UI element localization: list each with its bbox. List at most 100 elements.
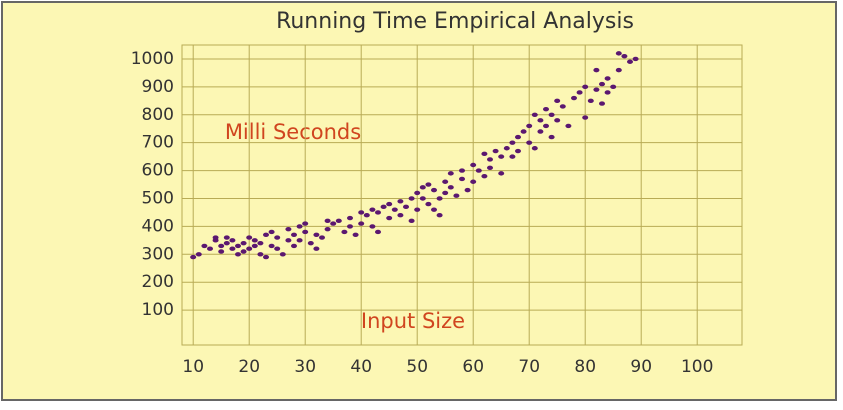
data-point	[531, 112, 538, 117]
data-point	[531, 146, 538, 151]
y-tick-label: 700	[142, 133, 174, 153]
data-point	[526, 123, 533, 129]
data-point	[419, 196, 426, 201]
data-point	[515, 134, 521, 140]
data-point	[554, 118, 561, 123]
data-point	[285, 226, 292, 232]
data-point	[296, 224, 303, 229]
data-point	[195, 252, 202, 257]
data-point	[274, 246, 281, 251]
data-point	[548, 112, 555, 117]
data-point	[431, 207, 437, 212]
data-point	[515, 148, 521, 154]
data-point	[363, 213, 370, 218]
data-point	[571, 95, 577, 101]
data-point	[621, 53, 628, 59]
plot-frame	[181, 44, 743, 346]
data-point	[509, 140, 516, 145]
data-point	[229, 238, 236, 243]
data-point	[341, 229, 348, 235]
data-point	[582, 115, 589, 120]
chart-background	[1, 1, 837, 401]
x-tick-label: 80	[574, 357, 596, 377]
data-point	[442, 179, 449, 184]
data-point	[330, 221, 337, 226]
data-point	[268, 243, 275, 249]
y-axis-annotation: Milli Seconds	[225, 120, 361, 144]
data-point	[464, 187, 471, 193]
data-point	[352, 232, 359, 237]
data-point	[627, 59, 633, 64]
data-point	[559, 104, 566, 109]
data-point	[335, 218, 342, 224]
x-tick-label: 90	[630, 357, 652, 377]
data-point	[615, 67, 622, 73]
data-point	[475, 168, 482, 173]
data-point	[296, 238, 303, 243]
data-point	[543, 106, 549, 112]
data-point	[397, 199, 404, 204]
y-tick-label: 900	[142, 77, 174, 97]
data-point	[263, 254, 269, 260]
data-point	[307, 240, 314, 246]
y-tick-label: 300	[142, 244, 174, 264]
data-point	[509, 154, 516, 159]
data-point	[447, 185, 454, 190]
data-point	[218, 243, 225, 249]
data-point	[453, 193, 460, 198]
data-point	[386, 201, 393, 207]
y-tick-label: 1000	[131, 49, 174, 69]
data-point	[599, 81, 605, 87]
data-point	[229, 246, 236, 251]
data-point	[291, 243, 297, 249]
data-point	[324, 218, 331, 224]
data-point	[246, 235, 253, 240]
data-point	[397, 213, 404, 218]
data-point	[212, 235, 219, 240]
data-point	[386, 215, 393, 221]
data-point	[408, 196, 415, 201]
data-point	[520, 129, 527, 134]
data-point	[537, 129, 544, 134]
data-point	[610, 84, 617, 90]
data-point	[218, 249, 225, 254]
data-point	[593, 87, 600, 92]
data-point	[324, 226, 331, 232]
data-point	[240, 240, 247, 246]
data-point	[375, 210, 381, 215]
data-point	[593, 67, 600, 73]
data-point	[459, 168, 465, 173]
data-point	[263, 232, 269, 237]
data-point	[548, 134, 555, 140]
data-point	[498, 154, 505, 159]
y-tick-label: 600	[142, 161, 174, 181]
data-point	[487, 165, 493, 170]
data-point	[436, 196, 443, 201]
data-point	[380, 204, 387, 210]
data-point	[223, 235, 230, 240]
data-point	[526, 140, 533, 145]
data-point	[223, 240, 230, 246]
data-point	[302, 229, 309, 235]
data-point	[481, 173, 488, 179]
data-point	[582, 84, 589, 90]
data-point	[498, 171, 505, 176]
data-point	[291, 232, 297, 237]
data-point	[257, 252, 264, 257]
data-point	[492, 148, 499, 154]
data-point	[459, 176, 465, 182]
data-point	[436, 213, 443, 218]
data-point	[470, 162, 477, 168]
data-point	[257, 240, 264, 246]
data-point	[347, 215, 353, 221]
data-point	[408, 218, 415, 224]
data-point	[240, 249, 247, 254]
y-tick-label: 200	[142, 272, 174, 292]
data-point	[537, 118, 544, 123]
y-tick-label: 800	[142, 105, 174, 125]
x-tick-label: 70	[518, 357, 540, 377]
data-point	[201, 243, 208, 249]
x-axis-annotation: Input Size	[361, 309, 465, 333]
y-tick-label: 100	[142, 300, 174, 320]
